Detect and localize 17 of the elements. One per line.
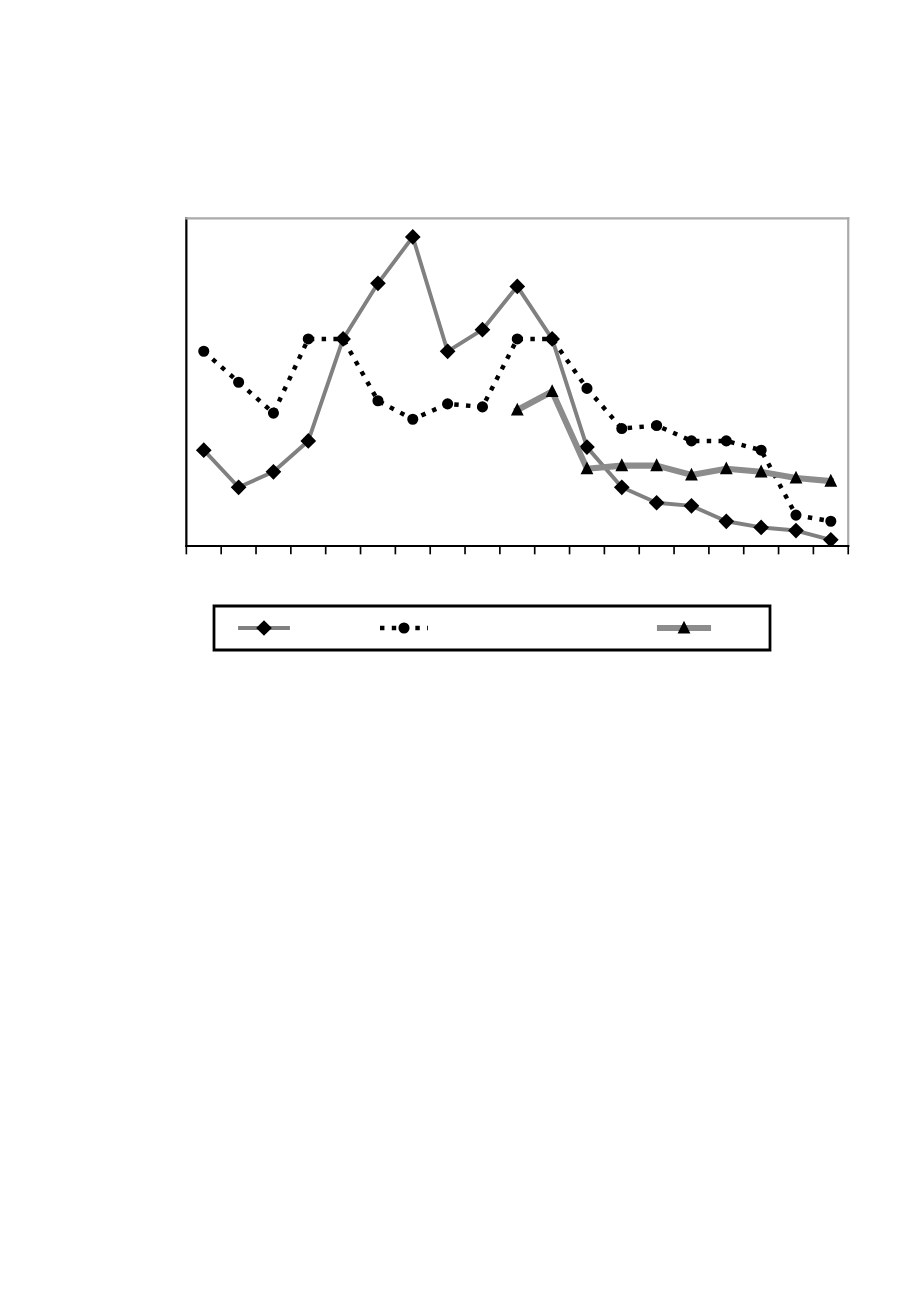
point: [825, 515, 837, 527]
point: [685, 435, 698, 447]
point: [651, 419, 663, 432]
point: [581, 382, 593, 394]
point: [442, 398, 454, 410]
point: [616, 423, 628, 435]
point: [233, 376, 245, 388]
point: [302, 333, 314, 345]
point: [476, 401, 489, 413]
point: [198, 345, 210, 357]
point: [511, 333, 523, 345]
point: [372, 395, 384, 407]
point: [790, 509, 802, 521]
point: [720, 435, 732, 447]
point: [407, 413, 419, 425]
point: [755, 444, 767, 456]
point: [267, 407, 279, 419]
